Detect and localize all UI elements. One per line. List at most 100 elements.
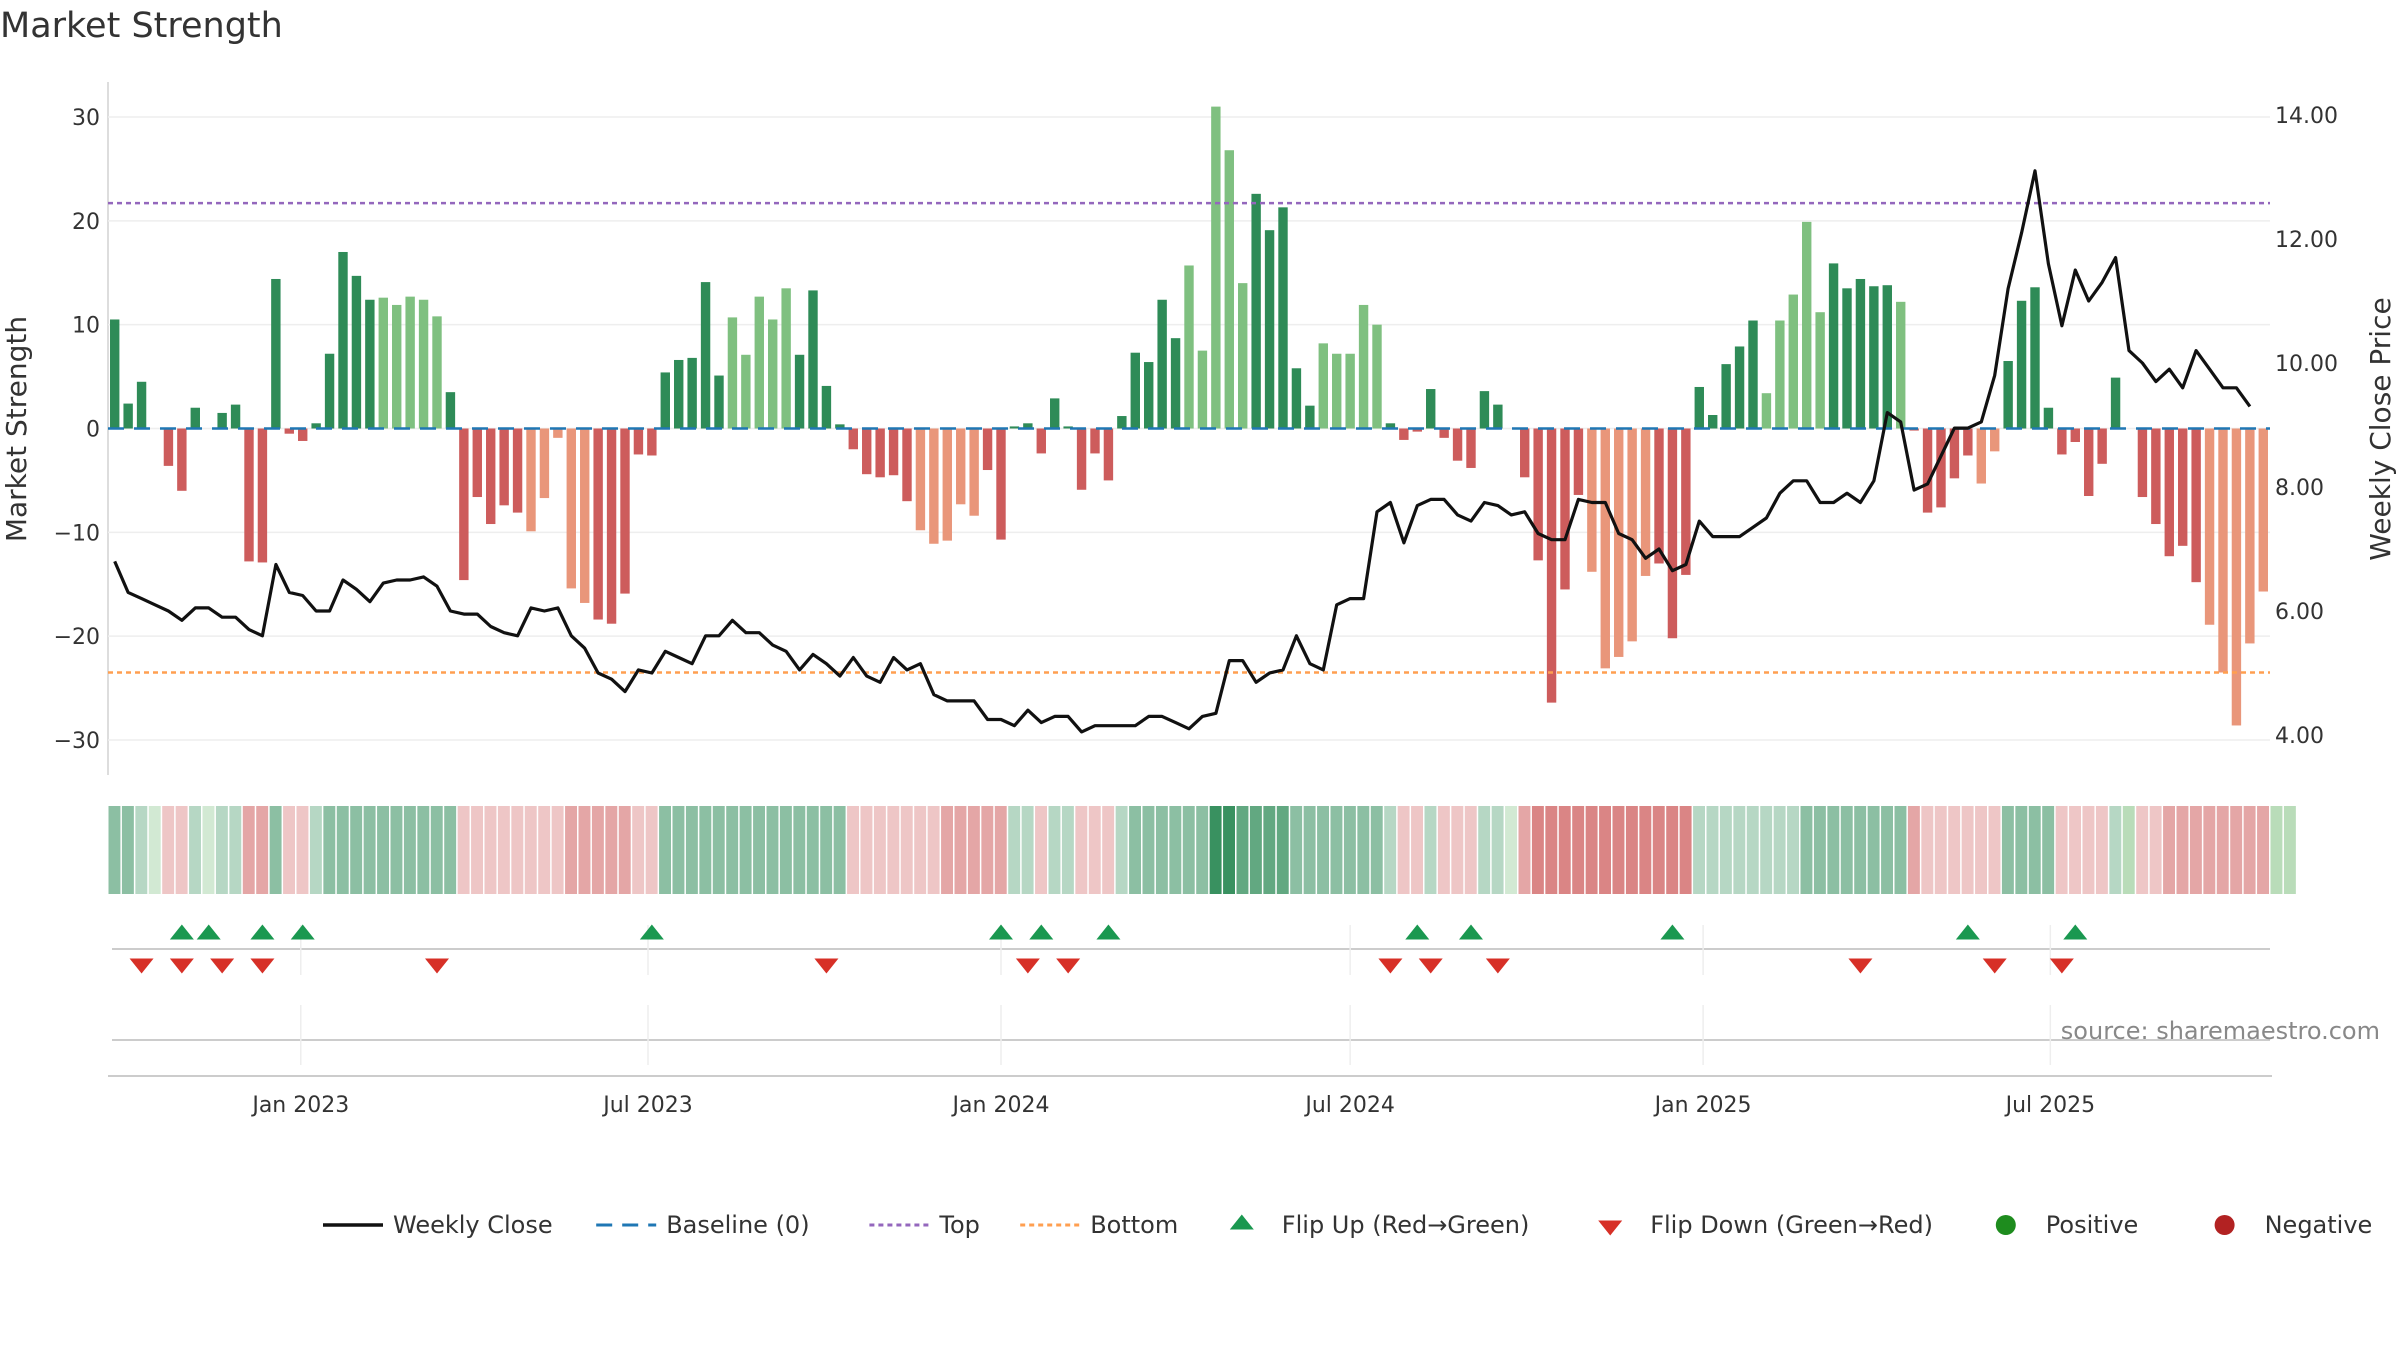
y2-tick-label: 8.00 <box>2275 476 2324 501</box>
strength-bar <box>741 354 751 429</box>
strength-bar <box>2218 428 2228 673</box>
heat-strip-cell <box>967 806 980 894</box>
heat-strip-cell <box>793 806 806 894</box>
heat-strip-cell <box>1397 806 1410 894</box>
strength-bar <box>2057 428 2067 455</box>
strength-bar <box>1345 353 1355 429</box>
heat-strip-cell <box>994 806 1007 894</box>
heat-strip-cell <box>941 806 953 894</box>
heat-strip-cell <box>175 806 188 894</box>
heat-strip-cell <box>672 806 685 894</box>
strength-bar <box>324 353 335 429</box>
heat-strip-cell <box>1357 806 1370 894</box>
strength-bar <box>660 372 670 429</box>
heat-strip-cell <box>887 806 900 894</box>
y-tick-label: 10 <box>72 314 100 339</box>
flip-up-marker <box>196 924 221 940</box>
strength-bar <box>1896 301 1906 429</box>
strength-bar <box>1332 353 1342 429</box>
strength-bar <box>862 428 872 475</box>
strength-bar <box>499 428 509 506</box>
strength-bar <box>2016 300 2027 429</box>
heat-strip-cell <box>256 806 269 894</box>
strength-bar <box>1560 428 1570 590</box>
heat-strip-cell <box>1129 806 1141 894</box>
heat-strip-cell <box>1263 806 1276 894</box>
flip-down-marker <box>169 958 194 974</box>
y-tick-label: −20 <box>54 625 100 650</box>
strength-bar <box>1640 428 1651 576</box>
strength-bar <box>996 428 1006 540</box>
strength-bar <box>1238 283 1248 429</box>
heat-strip-cell <box>2122 806 2135 894</box>
heat-strip-cell <box>202 806 215 894</box>
strength-bar <box>2084 428 2094 496</box>
heat-strip-cell <box>2257 806 2269 894</box>
strength-bar <box>338 251 348 429</box>
y-tick-label: 0 <box>86 418 100 443</box>
strength-bar <box>1224 150 1234 429</box>
heat-strip-cell <box>699 806 712 894</box>
strength-bar <box>1573 428 1584 495</box>
heat-strip-cell <box>2082 806 2095 894</box>
weekly-close-line <box>113 169 2252 734</box>
flip-up-marker <box>1955 924 1980 940</box>
strength-bar <box>1305 405 1315 429</box>
heat-strip-cell <box>1088 806 1101 894</box>
heat-strip-cell <box>2042 806 2055 894</box>
heat-strip-cell <box>121 806 134 894</box>
heat-strip-cell <box>1719 806 1732 894</box>
legend-label: Positive <box>2046 1211 2139 1239</box>
strength-bar <box>1936 428 1946 508</box>
strength-bar <box>2258 428 2268 592</box>
strength-bar <box>1197 350 1208 429</box>
strength-bar <box>1600 428 1610 669</box>
strength-bar <box>1721 364 1731 429</box>
strength-bar <box>1412 428 1422 432</box>
heat-strip-cell <box>618 806 631 894</box>
heat-strip-cell <box>578 806 591 894</box>
strength-bar <box>1090 428 1100 454</box>
strength-bar <box>647 428 657 456</box>
strength-bar <box>1050 398 1060 429</box>
flip-up-marker <box>2063 924 2088 940</box>
heat-strip-cell <box>390 806 403 894</box>
heat-strip-cell <box>1921 806 1934 894</box>
flip-down-marker <box>814 958 839 974</box>
y-tick-label: −10 <box>54 521 100 546</box>
heat-strip-cell <box>2176 806 2189 894</box>
strength-bar <box>700 282 711 429</box>
heat-strip-cell <box>229 806 242 894</box>
strength-bar <box>1278 207 1288 429</box>
flip-up-marker <box>639 924 664 940</box>
strength-bar <box>1976 428 1986 484</box>
strength-bar <box>1466 428 1476 468</box>
x-tick-label: Jul 2023 <box>601 1093 693 1118</box>
heat-strip-cell <box>860 806 873 894</box>
heat-strip-cell <box>108 806 121 894</box>
strength-bar <box>136 381 147 429</box>
strength-bar <box>1318 343 1328 429</box>
strength-bar <box>1130 352 1140 429</box>
strength-bar <box>1479 391 1490 429</box>
strength-bar <box>835 424 845 429</box>
heat-strip-cell <box>2109 806 2122 894</box>
strength-bar <box>1117 416 1127 429</box>
x-tick-label: Jul 2024 <box>1303 1093 1395 1118</box>
heat-strip-cell <box>189 806 201 894</box>
strength-bar <box>1439 428 1449 438</box>
heat-strip-cell <box>1169 806 1182 894</box>
strength-bar <box>633 428 644 455</box>
strength-bar <box>1775 320 1785 429</box>
flip-down-marker <box>1418 958 1443 974</box>
strength-bar <box>284 428 294 434</box>
heat-strip-cell <box>2028 806 2041 894</box>
heat-strip-cell <box>1343 806 1356 894</box>
heat-strip-cell <box>1585 806 1598 894</box>
source-text: source: sharemaestro.com <box>2061 1017 2380 1045</box>
heat-strip-cell <box>1854 806 1867 894</box>
flip-down-marker <box>1982 958 2007 974</box>
strength-bar <box>942 428 952 541</box>
y-axis-title: Market Strength <box>0 316 33 542</box>
heat-strip-cell <box>1505 806 1517 894</box>
